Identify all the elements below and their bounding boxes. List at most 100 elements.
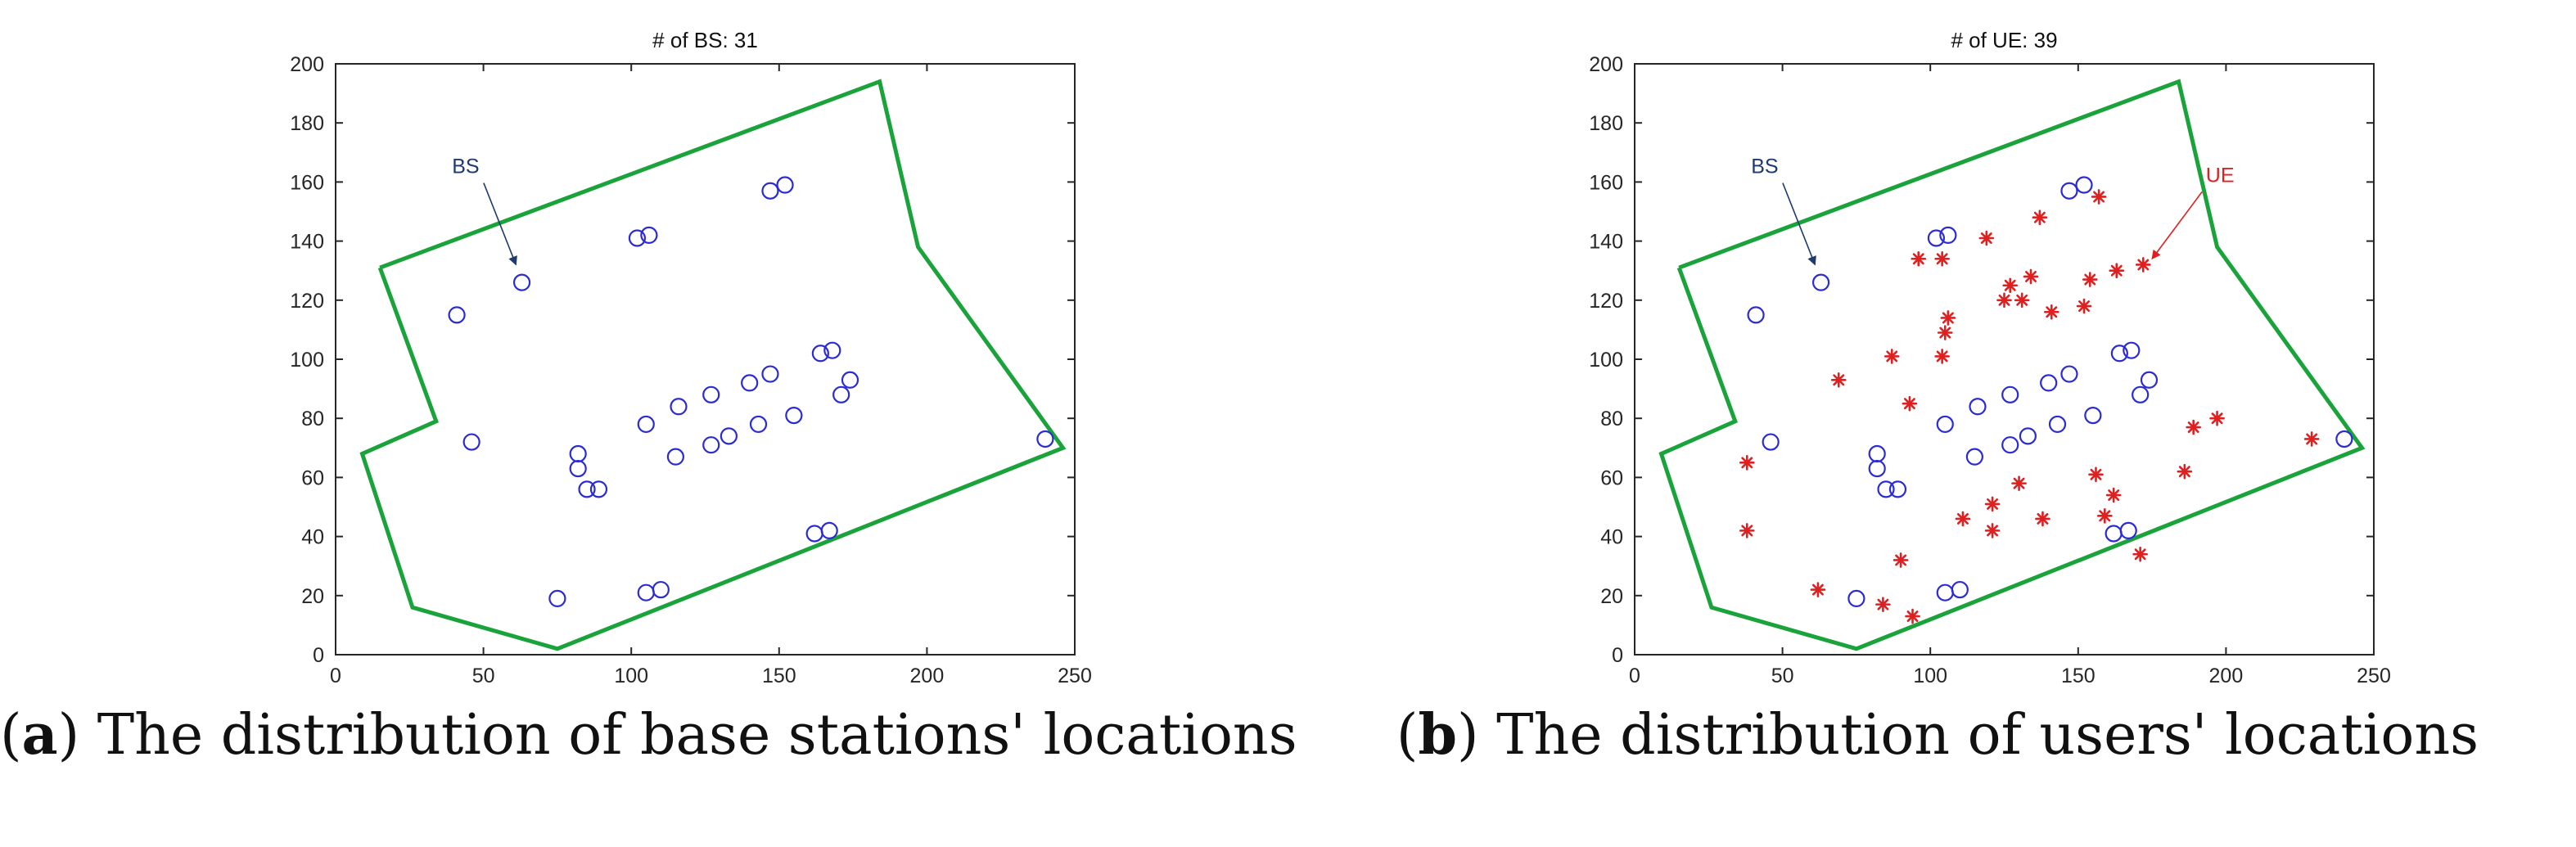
plot-box (335, 63, 1076, 656)
ue-point (2097, 508, 2113, 524)
caption-letter: a (21, 702, 58, 768)
bs-point (1888, 480, 1907, 498)
caption-b: (b) The distribution of users' locations (1396, 702, 2479, 768)
ue-point (2186, 419, 2201, 435)
bs-point (2048, 415, 2067, 434)
bs-point (670, 398, 688, 416)
ue-point (1739, 523, 1755, 538)
y-tick-label: 140 (290, 231, 324, 254)
bs-point (2060, 365, 2078, 383)
bs-point (832, 385, 850, 403)
y-tick-label: 200 (1589, 53, 1623, 76)
chart-panel-b: # of UE: 39 0 50 100 150 200 250 0 20 40 60 80 100 12… (1299, 0, 2576, 847)
y-tick-label: 40 (1600, 526, 1623, 549)
caption-text: The distribution of base stations' locat… (97, 703, 1297, 768)
ue-point (1830, 372, 1847, 388)
ue-point (2043, 304, 2059, 320)
bs-point (548, 589, 566, 608)
ue-point (2002, 277, 2019, 294)
bs-point (1036, 430, 1054, 448)
ue-point (2035, 511, 2050, 527)
y-tick-label: 0 (1612, 644, 1623, 667)
bs-point (720, 427, 738, 445)
bs-point (1951, 580, 1969, 599)
ue-point (2011, 475, 2027, 491)
ue-point (2091, 189, 2107, 205)
bs-point (1936, 415, 1954, 434)
ue-point (1940, 310, 1956, 326)
y-tick-label: 200 (290, 53, 324, 76)
x-tick-label: 0 (1629, 665, 1640, 687)
bs-point (1762, 433, 1780, 451)
bs-point (2001, 385, 2019, 403)
ue-point (1934, 250, 1950, 267)
bs-point (1811, 273, 1830, 291)
bs-point (512, 273, 531, 291)
y-tick-label: 60 (1600, 466, 1623, 489)
ue-point (1810, 582, 1826, 597)
x-tick-label: 50 (472, 665, 495, 687)
y-tick-label: 180 (290, 112, 324, 135)
area-boundary (1658, 79, 2366, 651)
y-tick-label: 0 (313, 644, 324, 667)
ue-point (1875, 597, 1891, 612)
bs-point (2084, 406, 2102, 425)
x-tick-label: 150 (2061, 665, 2096, 687)
bs-point (652, 580, 670, 599)
bs-point (1936, 583, 1954, 601)
bs-point (2335, 430, 2353, 448)
bs-point (2001, 436, 2019, 454)
bs-point (749, 415, 768, 434)
y-tick-label: 100 (290, 349, 324, 372)
bs-point (1877, 480, 1895, 498)
caption-letter: b (1418, 702, 1457, 768)
bs-point (666, 448, 684, 466)
plot-box (1634, 63, 2375, 656)
x-tick-label: 250 (1058, 665, 1092, 687)
bs-point (628, 229, 647, 247)
ue-point (2209, 410, 2225, 426)
ue-point (1984, 523, 2001, 538)
ue-point (2105, 487, 2122, 503)
y-tick-label: 80 (301, 408, 324, 430)
bs-point (785, 406, 803, 425)
y-tick-label: 160 (290, 171, 324, 194)
bs-point (637, 415, 655, 434)
bs-point (2140, 371, 2159, 389)
caption-text: The distribution of users' locations (1496, 703, 2479, 768)
caption-a: (a) The distribution of base stations' l… (0, 702, 1297, 768)
ue-point (2109, 263, 2125, 279)
ue-point (1739, 455, 1755, 471)
bs-point (1965, 448, 1983, 466)
bs-point (2119, 521, 2137, 539)
bs-point (702, 436, 720, 454)
x-tick-label: 200 (910, 665, 945, 687)
ue-point (1955, 511, 1971, 527)
bs-point (1868, 459, 1886, 478)
y-tick-label: 20 (301, 585, 324, 608)
bs-point (589, 480, 608, 498)
x-tick-label: 100 (614, 665, 648, 687)
ue-point (1905, 608, 1920, 624)
ue-point (1937, 325, 1953, 340)
bs-point (1847, 589, 1865, 608)
ue-point (2132, 546, 2148, 562)
ue-point (2032, 209, 2048, 226)
chart-a: # of BS: 31 0 50 100 150 200 250 0 20 40 60 80 100 12… (290, 28, 1092, 687)
area-boundary (359, 79, 1067, 651)
bs-point (2060, 182, 2078, 200)
bs-point (2040, 374, 2058, 392)
bs-point (761, 182, 779, 200)
bs-point (2123, 341, 2141, 359)
bs-point (2075, 176, 2093, 194)
y-tick-label: 120 (290, 290, 324, 313)
bs-point (702, 385, 720, 403)
ue-point (2076, 298, 2092, 314)
y-tick-label: 80 (1600, 408, 1623, 430)
ue-point (1978, 230, 1995, 246)
ue-point (2135, 257, 2151, 273)
bs-point (841, 371, 859, 389)
bs-point (823, 341, 841, 359)
ue-point (1984, 496, 2001, 512)
bs-point (1868, 444, 1886, 463)
